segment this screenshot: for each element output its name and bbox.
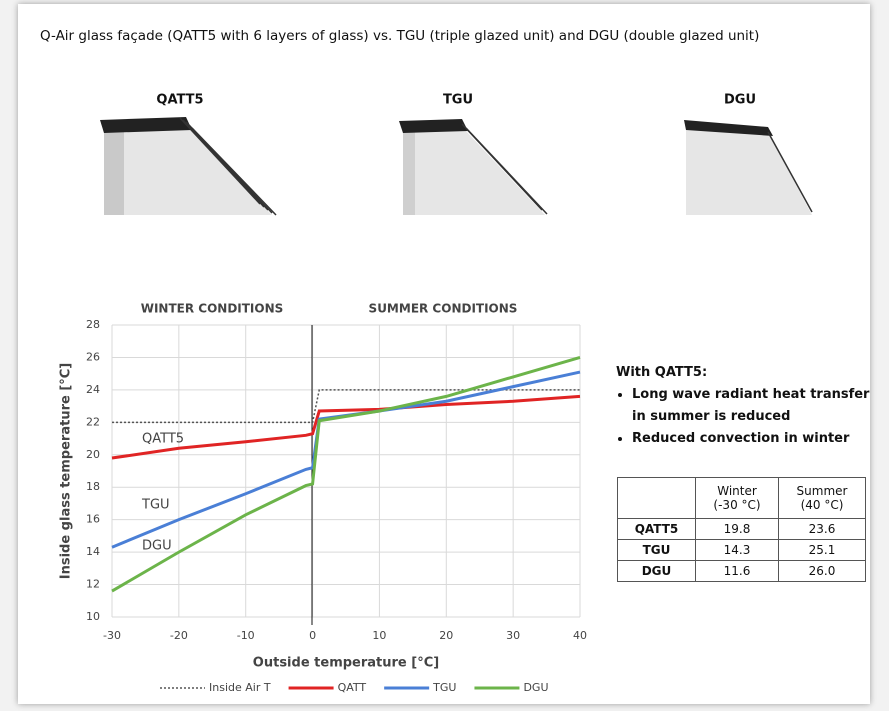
bullet: Long wave radiant heat transfer in summe…	[632, 384, 876, 428]
header-line: (-30 °C)	[700, 498, 774, 512]
y-tick-label: 22	[86, 415, 100, 428]
illustration-label: TGU	[443, 93, 473, 108]
page-title: Q-Air glass façade (QATT5 with 6 layers …	[40, 28, 759, 44]
dgu-illustration	[684, 120, 812, 215]
annotation: DGU	[142, 539, 172, 554]
table-cell: 11.6	[696, 561, 779, 582]
table-cell: 14.3	[696, 540, 779, 561]
table-cell: 25.1	[779, 540, 866, 561]
x-tick-label: -10	[237, 629, 255, 642]
legend-label: QATT	[338, 681, 367, 694]
x-axis-label: Outside temperature [°C]	[253, 656, 439, 671]
table-cell: DGU	[618, 561, 696, 582]
y-tick-label: 14	[86, 545, 100, 558]
y-tick-label: 20	[86, 448, 100, 461]
x-tick-label: 0	[309, 629, 316, 642]
legend-label: DGU	[523, 681, 548, 694]
y-tick-label: 28	[86, 318, 100, 331]
x-tick-label: 40	[573, 629, 587, 642]
chart: Q-Air glass façade (QATT5 with 6 layers …	[0, 0, 889, 711]
annotation: TGU	[141, 498, 170, 513]
notes: With QATT5: Long wave radiant heat trans…	[616, 362, 876, 450]
table-cell: 23.6	[779, 519, 866, 540]
table-cell: TGU	[618, 540, 696, 561]
illustration-label: QATT5	[156, 93, 203, 108]
y-tick-label: 16	[86, 513, 100, 526]
x-tick-label: -30	[103, 629, 121, 642]
header-line: (40 °C)	[783, 498, 861, 512]
y-tick-label: 10	[86, 610, 100, 623]
notes-heading: With QATT5:	[616, 362, 876, 384]
series-line	[112, 396, 580, 458]
annotation: WINTER CONDITIONS	[141, 302, 284, 316]
y-axis-label: Inside glass temperature [°C]	[59, 363, 74, 580]
annotation: QATT5	[142, 432, 184, 447]
table-cell: 26.0	[779, 561, 866, 582]
illustration-label: DGU	[724, 93, 756, 108]
y-tick-label: 18	[86, 480, 100, 493]
qatt5-illustration	[100, 117, 276, 215]
table-cell: QATT5	[618, 519, 696, 540]
y-tick-label: 26	[86, 350, 100, 363]
table-cell: Summer(40 °C)	[779, 478, 866, 519]
x-tick-label: 30	[506, 629, 520, 642]
table-cell: 19.8	[696, 519, 779, 540]
header-line: Summer	[783, 484, 861, 498]
table-row: Winter(-30 °C)Summer(40 °C)	[618, 478, 866, 519]
y-tick-label: 24	[86, 383, 100, 396]
header-line: Winter	[700, 484, 774, 498]
legend-label: Inside Air T	[209, 681, 271, 694]
legend-label: TGU	[432, 681, 456, 694]
bullet-list: Long wave radiant heat transfer in summe…	[616, 384, 876, 450]
x-tick-label: -20	[170, 629, 188, 642]
y-tick-label: 12	[86, 578, 100, 591]
table-cell: Winter(-30 °C)	[696, 478, 779, 519]
annotation: SUMMER CONDITIONS	[369, 302, 518, 316]
x-tick-label: 20	[439, 629, 453, 642]
grid	[112, 325, 580, 617]
table-cell	[618, 478, 696, 519]
series-line	[112, 357, 580, 591]
tgu-illustration	[399, 119, 547, 215]
x-tick-label: 10	[372, 629, 386, 642]
bullet: Reduced convection in winter	[632, 428, 876, 450]
series-line	[112, 372, 580, 547]
